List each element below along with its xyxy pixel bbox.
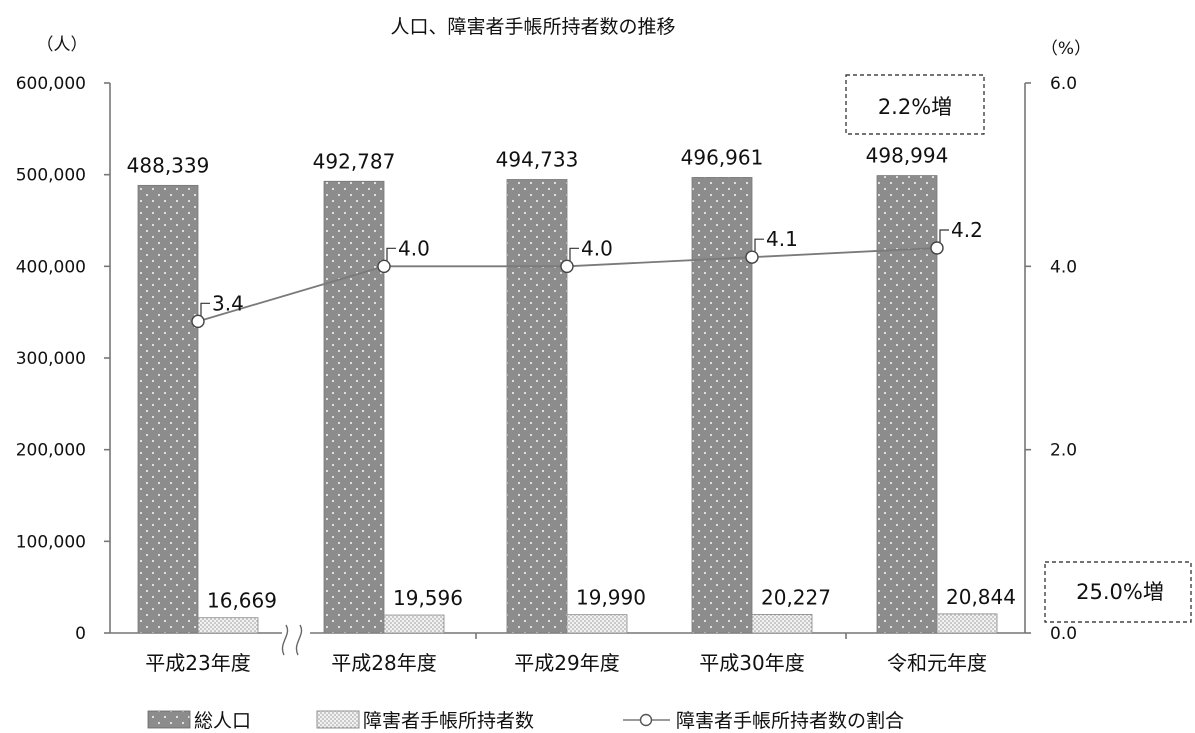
ratio-point xyxy=(560,259,574,274)
bar-holders xyxy=(936,613,998,634)
callout-holders-increase: 25.0%増 xyxy=(1044,561,1192,623)
legend-swatch-holders xyxy=(316,710,360,729)
x-category-label: 平成23年度 xyxy=(145,651,250,675)
data-labels: 488,339 492,787 494,733 496,961 498,994 16,66… xyxy=(127,144,1016,613)
legend-swatch-population xyxy=(147,710,191,729)
bars xyxy=(137,175,998,634)
ratio-point xyxy=(930,241,944,255)
y-left-tick-label: 300,000 xyxy=(16,349,86,369)
data-label-ratio: 4.2 xyxy=(951,218,983,242)
data-label-population: 498,994 xyxy=(866,144,949,168)
callout-population-text: 2.2%増 xyxy=(878,95,952,119)
axis-break-mark xyxy=(295,624,303,656)
ratio-leader-line xyxy=(754,238,764,254)
ratio-leader-line xyxy=(569,247,579,263)
legend-label-population: 総人口 xyxy=(194,710,251,732)
bar-holders xyxy=(197,617,259,634)
bar-population xyxy=(506,179,568,634)
x-category-label: 平成29年度 xyxy=(514,651,619,675)
ratio-point xyxy=(745,250,759,264)
y-right-tick-label: 0.0 xyxy=(1050,624,1077,644)
axes: 0 100,000 200,000 300,000 400,000 500,000 600,… xyxy=(16,74,1077,675)
y-right-unit: （%） xyxy=(1041,39,1091,59)
callout-holders-text: 25.0%増 xyxy=(1076,580,1164,604)
data-label-holders: 20,227 xyxy=(761,585,831,609)
data-label-population: 492,787 xyxy=(313,149,396,173)
data-label-ratio: 4.0 xyxy=(398,236,430,260)
y-right-tick-label: 4.0 xyxy=(1050,257,1077,277)
bar-holders xyxy=(383,614,445,634)
data-label-population: 488,339 xyxy=(127,153,210,177)
data-label-population: 496,961 xyxy=(681,145,764,169)
y-left-tick-label: 400,000 xyxy=(16,257,86,277)
x-category-label: 平成28年度 xyxy=(331,651,436,675)
ratio-leader-line xyxy=(386,247,396,263)
y-left-tick-label: 200,000 xyxy=(16,441,86,461)
y-left-tick-label: 500,000 xyxy=(16,166,86,186)
y-left-unit: （人） xyxy=(37,35,88,55)
y-left-tick-label: 100,000 xyxy=(16,532,86,552)
callout-box xyxy=(1044,561,1192,623)
callout-population-increase: 2.2%増 xyxy=(845,74,985,135)
legend-label-holders: 障害者手帳所持者数 xyxy=(363,710,534,732)
bar-population xyxy=(137,184,199,634)
chart-title: 人口、障害者手帳所持者数の推移 xyxy=(390,16,675,38)
ratio-leader-line xyxy=(200,302,210,318)
bar-population xyxy=(323,180,385,634)
data-label-ratio: 4.0 xyxy=(581,236,613,260)
data-label-ratio: 4.1 xyxy=(766,227,798,251)
bar-holders xyxy=(751,614,813,634)
y-left-tick-label: 0 xyxy=(75,624,86,644)
legend: 総人口 障害者手帳所持者数 障害者手帳所持者数の割合 xyxy=(147,710,904,732)
ratio-point xyxy=(191,314,205,329)
bar-population xyxy=(691,177,753,634)
legend-marker-ratio xyxy=(639,713,653,727)
data-label-population: 494,733 xyxy=(496,147,579,171)
y-right-tick-label: 2.0 xyxy=(1050,441,1077,461)
ratio-leader-line xyxy=(939,229,949,244)
ratio-line xyxy=(197,247,938,323)
legend-label-ratio: 障害者手帳所持者数の割合 xyxy=(676,710,904,732)
data-label-holders: 19,990 xyxy=(576,586,646,610)
y-right-tick-label: 6.0 xyxy=(1050,74,1077,94)
ratio-point xyxy=(377,259,391,274)
callout-box xyxy=(845,74,985,135)
y-left-tick-label: 600,000 xyxy=(16,74,86,94)
ratio-line-series xyxy=(191,229,949,329)
x-category-label: 平成30年度 xyxy=(699,651,804,675)
data-label-holders: 16,669 xyxy=(207,589,277,613)
data-label-ratio: 3.4 xyxy=(212,291,244,315)
x-category-label: 令和元年度 xyxy=(887,651,987,675)
data-label-holders: 20,844 xyxy=(946,585,1016,609)
data-label-holders: 19,596 xyxy=(393,586,463,610)
axis-break-mark xyxy=(281,624,289,656)
bar-holders xyxy=(566,614,628,634)
bar-population xyxy=(876,175,938,634)
